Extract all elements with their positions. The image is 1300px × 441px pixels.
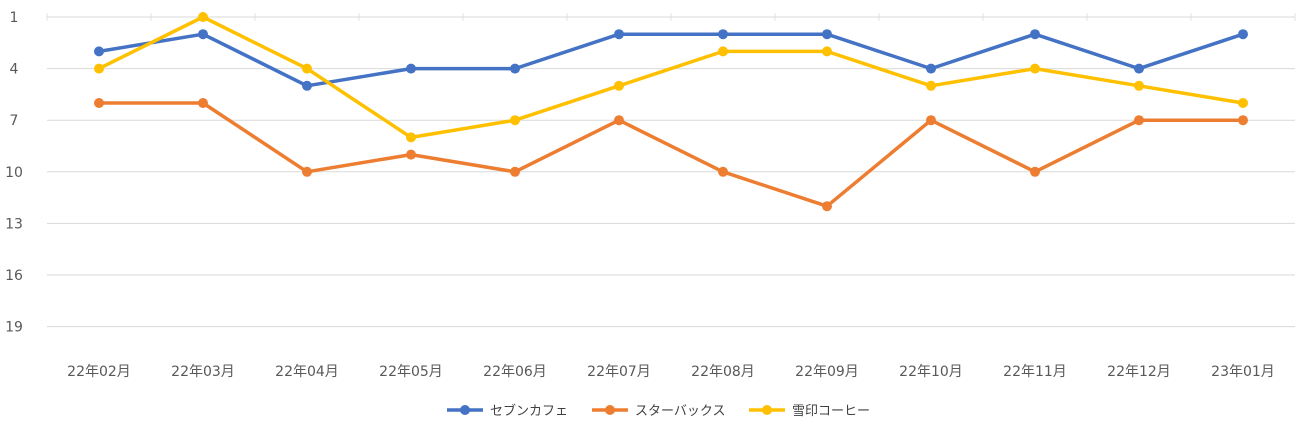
data-point [926,63,936,74]
data-point [1134,115,1144,126]
x-tick-label: 22年05月 [379,364,443,380]
legend-label-0: セブンカフェ [490,403,568,419]
x-tick-label: 22年04月 [275,364,339,380]
data-point [302,80,312,91]
data-point [1134,63,1144,74]
data-point [302,63,312,74]
data-point [1030,166,1040,177]
data-point [718,166,728,177]
data-point [614,80,624,91]
x-tick-label: 22年06月 [483,364,547,380]
x-tick-label: 22年12月 [1107,364,1171,380]
data-point [406,63,416,74]
legend-marker-1 [605,405,615,415]
x-tick-label: 22年10月 [899,364,963,380]
y-tick-label: 1 [10,10,19,26]
data-point [198,12,208,22]
series-group [94,12,1248,212]
data-point [198,29,208,40]
y-tick-label: 16 [5,268,23,284]
data-point [94,98,104,108]
data-point [510,63,520,74]
y-tick-label: 13 [5,216,23,232]
x-tick-label: 22年09月 [795,364,859,380]
data-point [406,132,416,143]
x-tick-label: 22年03月 [171,364,235,380]
data-point [1238,115,1248,126]
data-point [718,29,728,40]
data-point [1238,98,1248,108]
data-point [822,29,832,40]
data-point [822,46,832,57]
x-tick-label: 22年02月 [67,364,131,380]
x-tick-label: 23年01月 [1211,364,1275,380]
legend-label-1: スターバックス [635,404,725,419]
data-point [94,46,104,57]
x-tick-label: 22年08月 [691,364,755,380]
data-point [1030,29,1040,40]
data-point [510,166,520,177]
data-point [510,115,520,126]
grid-lines [46,13,1296,328]
legend-marker-2 [762,405,772,415]
x-axis: 22年02月 22年03月 22年04月 22年05月 22年06月 22年07月 22年0… [67,364,1275,380]
data-point [198,98,208,108]
y-tick-label: 4 [10,62,19,78]
data-point [1030,63,1040,74]
y-tick-label: 19 [5,320,23,336]
data-point [822,201,832,212]
y-tick-label: 7 [10,113,19,129]
data-point [926,80,936,91]
data-point [718,46,728,57]
data-point [302,166,312,177]
legend: セブンカフェ スターバックス 雪印コーヒー [447,403,870,419]
x-tick-label: 22年11月 [1003,364,1067,380]
y-tick-label: 10 [5,165,23,181]
data-point [1238,29,1248,40]
y-axis: 1 4 7 10 13 16 19 [5,10,23,336]
series-line-0 [97,32,1245,88]
data-point [94,63,104,74]
data-point [614,115,624,126]
series-line-2 [97,15,1245,140]
x-tick-label: 22年07月 [587,364,651,380]
data-point [1134,80,1144,91]
legend-label-2: 雪印コーヒー [792,404,870,419]
data-point [406,149,416,160]
data-point [926,115,936,126]
data-point [614,29,624,40]
series-line-1 [97,101,1245,208]
legend-marker-0 [460,405,470,415]
